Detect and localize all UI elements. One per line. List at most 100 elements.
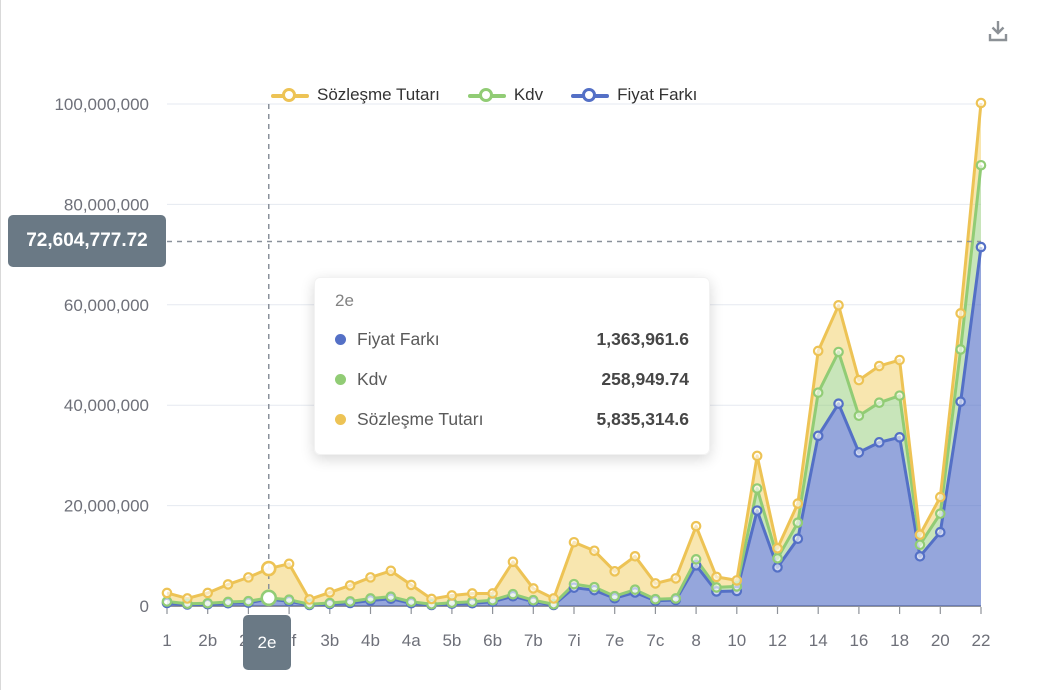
data-point [589, 581, 600, 593]
data-point [772, 562, 783, 573]
y-axis-pointer-label: 72,604,777.72 [8, 215, 166, 267]
data-point [934, 491, 946, 503]
data-point [772, 542, 783, 554]
data-point [914, 529, 926, 541]
data-point [670, 593, 682, 604]
x-axis-tick-label: 12 [768, 631, 787, 650]
data-point [751, 483, 763, 494]
series-color-dot [335, 373, 346, 385]
x-axis-tick-label: 7c [646, 631, 664, 650]
data-point [202, 597, 213, 609]
data-point [487, 588, 498, 599]
data-point [853, 447, 865, 458]
data-point [975, 97, 987, 109]
data-point [609, 566, 620, 577]
highlighted-point-sozlesme [260, 560, 277, 577]
data-point [914, 551, 926, 562]
data-point [873, 437, 885, 448]
data-point [385, 565, 397, 577]
data-point [812, 430, 824, 442]
y-axis-tick-label: 0 [140, 597, 149, 616]
data-point [222, 596, 234, 608]
data-point [304, 594, 315, 605]
line-series-icon [467, 87, 506, 103]
data-point [344, 580, 356, 591]
x-axis-tick-label: 16 [849, 631, 868, 650]
highlighted-point-kdv [260, 589, 278, 607]
data-point [324, 597, 336, 609]
data-point [548, 593, 559, 604]
download-button[interactable] [983, 16, 1013, 46]
data-point [711, 571, 722, 583]
x-axis-tick-label: 7e [605, 631, 624, 650]
data-point [690, 520, 702, 532]
data-point [527, 583, 539, 594]
data-point [589, 545, 600, 557]
data-point [751, 505, 763, 516]
data-point [751, 450, 763, 462]
data-point [568, 536, 580, 548]
data-point [711, 582, 722, 593]
data-point [772, 553, 783, 564]
data-point [466, 596, 478, 608]
legend-label: Fiyat Farkı [617, 85, 698, 104]
data-point [731, 575, 743, 586]
data-point [182, 593, 193, 604]
data-point [161, 587, 173, 599]
data-point [955, 396, 966, 407]
line-series-icon [571, 87, 610, 103]
tooltip-row: Fiyat Farkı 1,363,961.6 [335, 319, 689, 359]
data-point [955, 344, 966, 355]
x-axis-tick-label: 7i [567, 631, 580, 650]
x-axis-tick-label: 1 [162, 631, 171, 650]
legend-item-sozlesme-tutari[interactable]: Sözleşme Tutarı [271, 85, 440, 105]
x-axis-tick-label: 8 [691, 631, 700, 650]
y-axis-tick-label: 100,000,000 [54, 95, 149, 114]
data-point [243, 595, 254, 607]
data-point [507, 588, 519, 600]
data-point [894, 390, 905, 401]
data-point [283, 558, 295, 570]
data-point [629, 584, 641, 595]
data-point [792, 498, 804, 509]
data-point [405, 596, 417, 608]
data-point [161, 596, 173, 607]
data-point [568, 578, 580, 590]
legend-label: Kdv [513, 85, 544, 104]
data-point [507, 556, 519, 568]
data-point [812, 387, 824, 398]
data-point [853, 410, 865, 422]
data-point [833, 346, 844, 358]
x-axis-tick-label: 10 [727, 631, 746, 650]
data-point [934, 508, 946, 519]
line-series-icon [271, 87, 309, 103]
x-axis-tick-label: 5b [442, 631, 461, 650]
legend: Sözleşme Tutarı Kdv Fiyat Farkı [271, 85, 697, 105]
download-icon [988, 21, 1008, 42]
data-point [873, 360, 885, 372]
data-point [690, 554, 702, 565]
y-axis-tick-label: 20,000,000 [64, 497, 149, 516]
data-point [792, 533, 804, 545]
data-point [527, 594, 539, 606]
x-axis-tick-label: 18 [890, 631, 909, 650]
x-axis-pointer-label: 2e [243, 615, 291, 670]
data-point [222, 579, 234, 590]
data-point [202, 587, 213, 599]
data-point [324, 587, 336, 598]
data-point [955, 308, 966, 319]
legend-item-kdv[interactable]: Kdv [467, 85, 544, 105]
data-point [670, 573, 682, 584]
data-point [975, 159, 987, 171]
data-point [446, 590, 458, 601]
data-point [629, 551, 641, 562]
data-point [853, 374, 865, 386]
x-axis-tick-label: 2b [198, 631, 217, 650]
data-point [365, 572, 376, 583]
data-point [812, 345, 824, 357]
legend-item-fiyat-farki[interactable]: Fiyat Farkı [571, 85, 697, 105]
data-point [833, 300, 844, 311]
data-point [792, 517, 804, 528]
data-point [365, 593, 376, 604]
